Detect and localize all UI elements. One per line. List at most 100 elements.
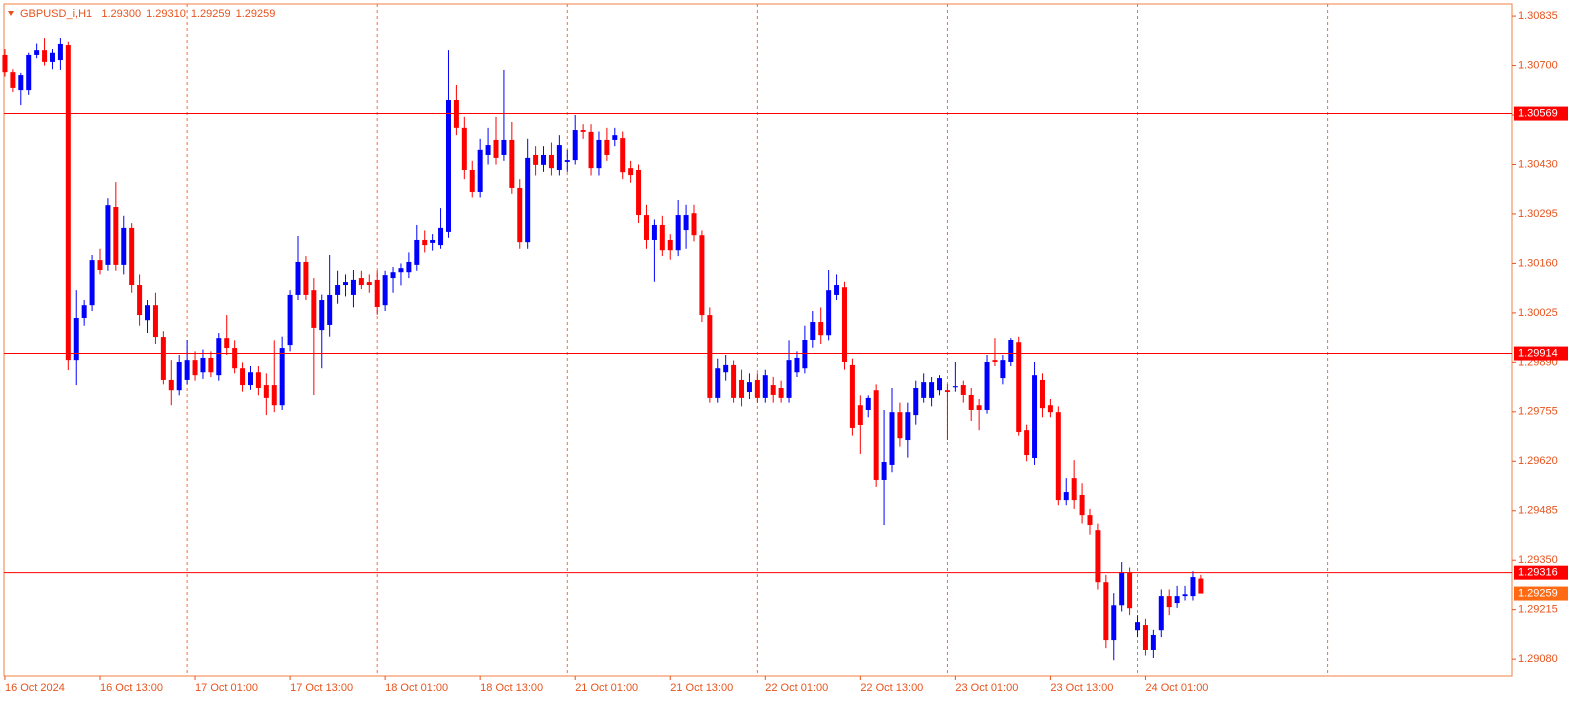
candle-body bbox=[311, 290, 317, 328]
candle-body bbox=[105, 205, 111, 265]
candle-body bbox=[588, 131, 594, 169]
candle-body bbox=[1150, 634, 1156, 650]
candle-body bbox=[873, 390, 879, 480]
candle-body bbox=[414, 239, 420, 265]
candle-body bbox=[794, 357, 800, 373]
candle-body bbox=[398, 268, 404, 273]
candle-body bbox=[1135, 622, 1141, 631]
candle-body bbox=[152, 305, 158, 338]
candle-body bbox=[1039, 379, 1045, 409]
candle-body bbox=[667, 239, 673, 251]
candle-body bbox=[517, 187, 523, 243]
candle-body bbox=[445, 100, 451, 232]
candle-body bbox=[184, 360, 190, 380]
x-tick-label: 17 Oct 13:00 bbox=[290, 682, 353, 694]
candle-body bbox=[525, 157, 531, 243]
candle-body bbox=[113, 206, 119, 265]
candle-body bbox=[533, 154, 539, 165]
candle-body bbox=[834, 285, 840, 295]
x-tick-label: 22 Oct 01:00 bbox=[765, 682, 828, 694]
ohlc-value: 1.29310 bbox=[146, 8, 186, 20]
candle-body bbox=[224, 338, 230, 349]
candle-body bbox=[1127, 572, 1133, 609]
candle-body bbox=[501, 139, 507, 155]
candle-body bbox=[921, 382, 927, 398]
x-tick-label: 18 Oct 01:00 bbox=[385, 682, 448, 694]
candle-body bbox=[1055, 412, 1061, 501]
candle-body bbox=[57, 43, 63, 61]
candle-body bbox=[564, 160, 570, 162]
candle-body bbox=[1119, 572, 1125, 606]
candle-body bbox=[2, 54, 8, 73]
collapse-arrow[interactable] bbox=[8, 11, 14, 16]
candle-body bbox=[739, 379, 745, 398]
candle-body bbox=[984, 361, 990, 410]
candle-body bbox=[1095, 530, 1101, 583]
candle-body bbox=[10, 72, 16, 88]
candle-body bbox=[1166, 596, 1172, 608]
candle-body bbox=[1190, 577, 1196, 597]
y-tick-label: 1.30295 bbox=[1518, 208, 1558, 220]
candle-body bbox=[422, 239, 428, 246]
level-label-bg bbox=[1514, 565, 1568, 580]
candle-body bbox=[382, 275, 388, 306]
candle-body bbox=[762, 375, 768, 398]
candle-body bbox=[1063, 492, 1069, 501]
candle-body bbox=[849, 364, 855, 428]
candle-body bbox=[240, 368, 246, 386]
candle-body bbox=[992, 360, 998, 362]
y-tick-label: 1.30835 bbox=[1518, 10, 1558, 22]
candle-body bbox=[129, 227, 135, 286]
y-tick-label: 1.29485 bbox=[1518, 505, 1558, 517]
candle-body bbox=[160, 337, 166, 380]
y-tick-label: 1.30430 bbox=[1518, 158, 1558, 170]
plot-frame bbox=[3, 3, 1513, 677]
candle-body bbox=[295, 261, 301, 295]
y-tick-label: 1.29350 bbox=[1518, 554, 1558, 566]
candle-body bbox=[390, 272, 396, 279]
level-label-bg bbox=[1514, 106, 1568, 121]
candle-body bbox=[1071, 478, 1077, 501]
x-tick-label: 23 Oct 13:00 bbox=[1050, 682, 1113, 694]
candle-body bbox=[176, 361, 182, 391]
candle-body bbox=[580, 130, 586, 132]
candle-body bbox=[889, 412, 895, 465]
candle-body bbox=[746, 382, 752, 393]
candle-body bbox=[477, 149, 483, 192]
x-tick-label: 17 Oct 01:00 bbox=[195, 682, 258, 694]
candle-body bbox=[271, 385, 277, 406]
candle-body bbox=[1000, 360, 1006, 379]
candle-body bbox=[707, 315, 713, 398]
candle-body bbox=[620, 138, 626, 173]
candle-body bbox=[556, 145, 562, 170]
candle-body bbox=[247, 372, 253, 386]
candle-body bbox=[327, 294, 333, 325]
y-tick-label: 1.29215 bbox=[1518, 604, 1558, 616]
candle-body bbox=[1087, 515, 1093, 526]
candle-body bbox=[1158, 596, 1164, 631]
candle-body bbox=[802, 340, 808, 369]
candle-body bbox=[905, 412, 911, 441]
candle-body bbox=[818, 322, 824, 336]
x-tick-label: 18 Oct 13:00 bbox=[480, 682, 543, 694]
y-tick-label: 1.30700 bbox=[1518, 59, 1558, 71]
level-label: 1.29914 bbox=[1518, 347, 1558, 359]
candle-body bbox=[1103, 582, 1109, 641]
candle-body bbox=[968, 394, 974, 410]
candle-body bbox=[438, 227, 444, 246]
current-price-bg bbox=[1514, 586, 1568, 601]
candle-body bbox=[960, 385, 966, 395]
ohlc-value: 1.29259 bbox=[191, 8, 231, 20]
candle-body bbox=[841, 287, 847, 362]
candle-body bbox=[604, 139, 610, 155]
candle-body bbox=[1079, 494, 1085, 516]
candle-body bbox=[279, 348, 285, 406]
candle-body bbox=[976, 405, 982, 410]
candle-body bbox=[659, 224, 665, 251]
candle-body bbox=[1032, 375, 1038, 458]
candle-body bbox=[493, 139, 499, 158]
candle-body bbox=[937, 378, 943, 391]
candle-body bbox=[34, 50, 40, 55]
